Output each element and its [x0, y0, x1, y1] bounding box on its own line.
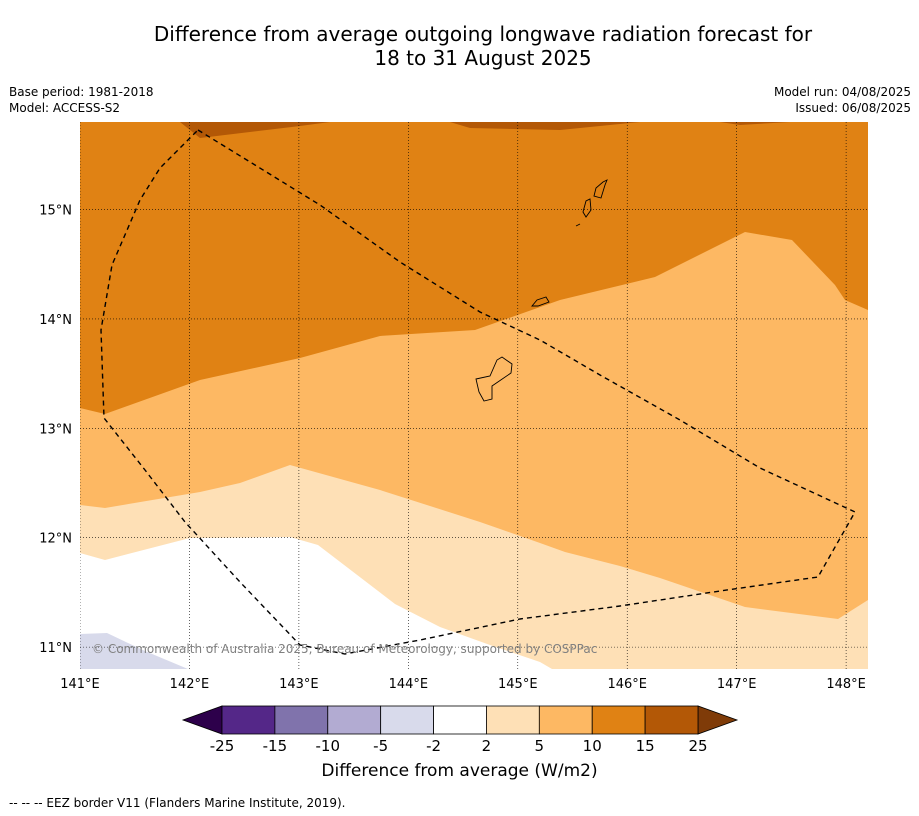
colorbar-extend-low: [181, 705, 223, 735]
lon-tick-label: 142°E: [170, 677, 210, 692]
meta-left: Base period: 1981-2018 Model: ACCESS-S2: [9, 84, 154, 116]
lat-tick-label: 12°N: [39, 532, 72, 547]
map-panel: © Commonwealth of Australia 2025, Bureau…: [80, 122, 868, 669]
colorbar-tick-label: 5: [535, 737, 545, 755]
colorbar-swatch: [433, 705, 487, 735]
title-line-2: 18 to 31 August 2025: [374, 46, 592, 70]
colorbar-tick-label: -15: [263, 737, 288, 755]
colorbar-tick-label: 10: [583, 737, 602, 755]
colorbar-swatch: [380, 705, 434, 735]
lon-tick-label: 141°E: [60, 677, 100, 692]
lat-tick-label: 15°N: [39, 204, 72, 219]
lon-tick-label: 143°E: [279, 677, 319, 692]
model-name: Model: ACCESS-S2: [9, 101, 121, 115]
colorbar-tick-label: -2: [426, 737, 441, 755]
lat-tick-label: 11°N: [39, 641, 72, 656]
colorbar-tick-label: -10: [316, 737, 341, 755]
colorbar-swatch: [644, 705, 699, 735]
colorbar-tick-label: 15: [636, 737, 655, 755]
issued-date: Issued: 06/08/2025: [795, 101, 911, 115]
lon-tick-label: 146°E: [607, 677, 647, 692]
lon-tick-label: 147°E: [717, 677, 757, 692]
colorbar-swatch: [591, 705, 646, 735]
colorbar-swatch: [327, 705, 382, 735]
island-saipan: [593, 179, 608, 199]
band-15-25-b: [450, 122, 640, 130]
colorbar: -25 -15 -10 -5 -2 2 5 10 15 25: [181, 705, 739, 755]
graticule: [80, 122, 868, 669]
band-neg-2-5: [80, 633, 188, 669]
title-line-1: Difference from average outgoing longwav…: [153, 22, 813, 46]
colorbar-extend-high: [697, 705, 739, 735]
lon-tick-label: 148°E: [826, 677, 866, 692]
map-title: Difference from average outgoing longwav…: [0, 22, 919, 70]
lat-tick-label: 13°N: [39, 422, 72, 437]
island-guam: [475, 356, 513, 402]
colorbar-tick-label: -5: [373, 737, 388, 755]
meta-right: Model run: 04/08/2025 Issued: 06/08/2025: [774, 84, 911, 116]
colorbar-tick-label: 25: [688, 737, 707, 755]
lat-tick-label: 14°N: [39, 313, 72, 328]
axis-labels: 141°E 142°E 143°E 144°E 145°E 146°E 147°E 148°E…: [39, 204, 866, 692]
model-run: Model run: 04/08/2025: [773, 85, 911, 99]
band-15-25-c: [720, 122, 790, 125]
band-15-25: [180, 122, 330, 138]
base-period: Base period: 1981-2018: [9, 85, 154, 99]
eez-border: [100, 129, 856, 655]
colorbar-tick-label: 2: [482, 737, 492, 755]
colorbar-swatch: [538, 705, 593, 735]
island-rota: [531, 296, 550, 307]
colorbar-title: Difference from average (W/m2): [321, 761, 598, 781]
lon-tick-label: 145°E: [498, 677, 538, 692]
island-aguijan: [575, 223, 581, 227]
lon-tick-label: 144°E: [389, 677, 429, 692]
copyright-notice: © Commonwealth of Australia 2025, Bureau…: [92, 642, 597, 656]
band-neutral: [80, 537, 552, 669]
eez-footnote: -- -- -- EEZ border V11 (Flanders Marine…: [9, 796, 346, 810]
island-tinian: [582, 198, 592, 218]
colorbar-swatch: [274, 705, 329, 735]
colorbar-tick-label: -25: [210, 737, 235, 755]
colorbar-swatch: [486, 705, 540, 735]
colorbar-swatch: [221, 705, 276, 735]
